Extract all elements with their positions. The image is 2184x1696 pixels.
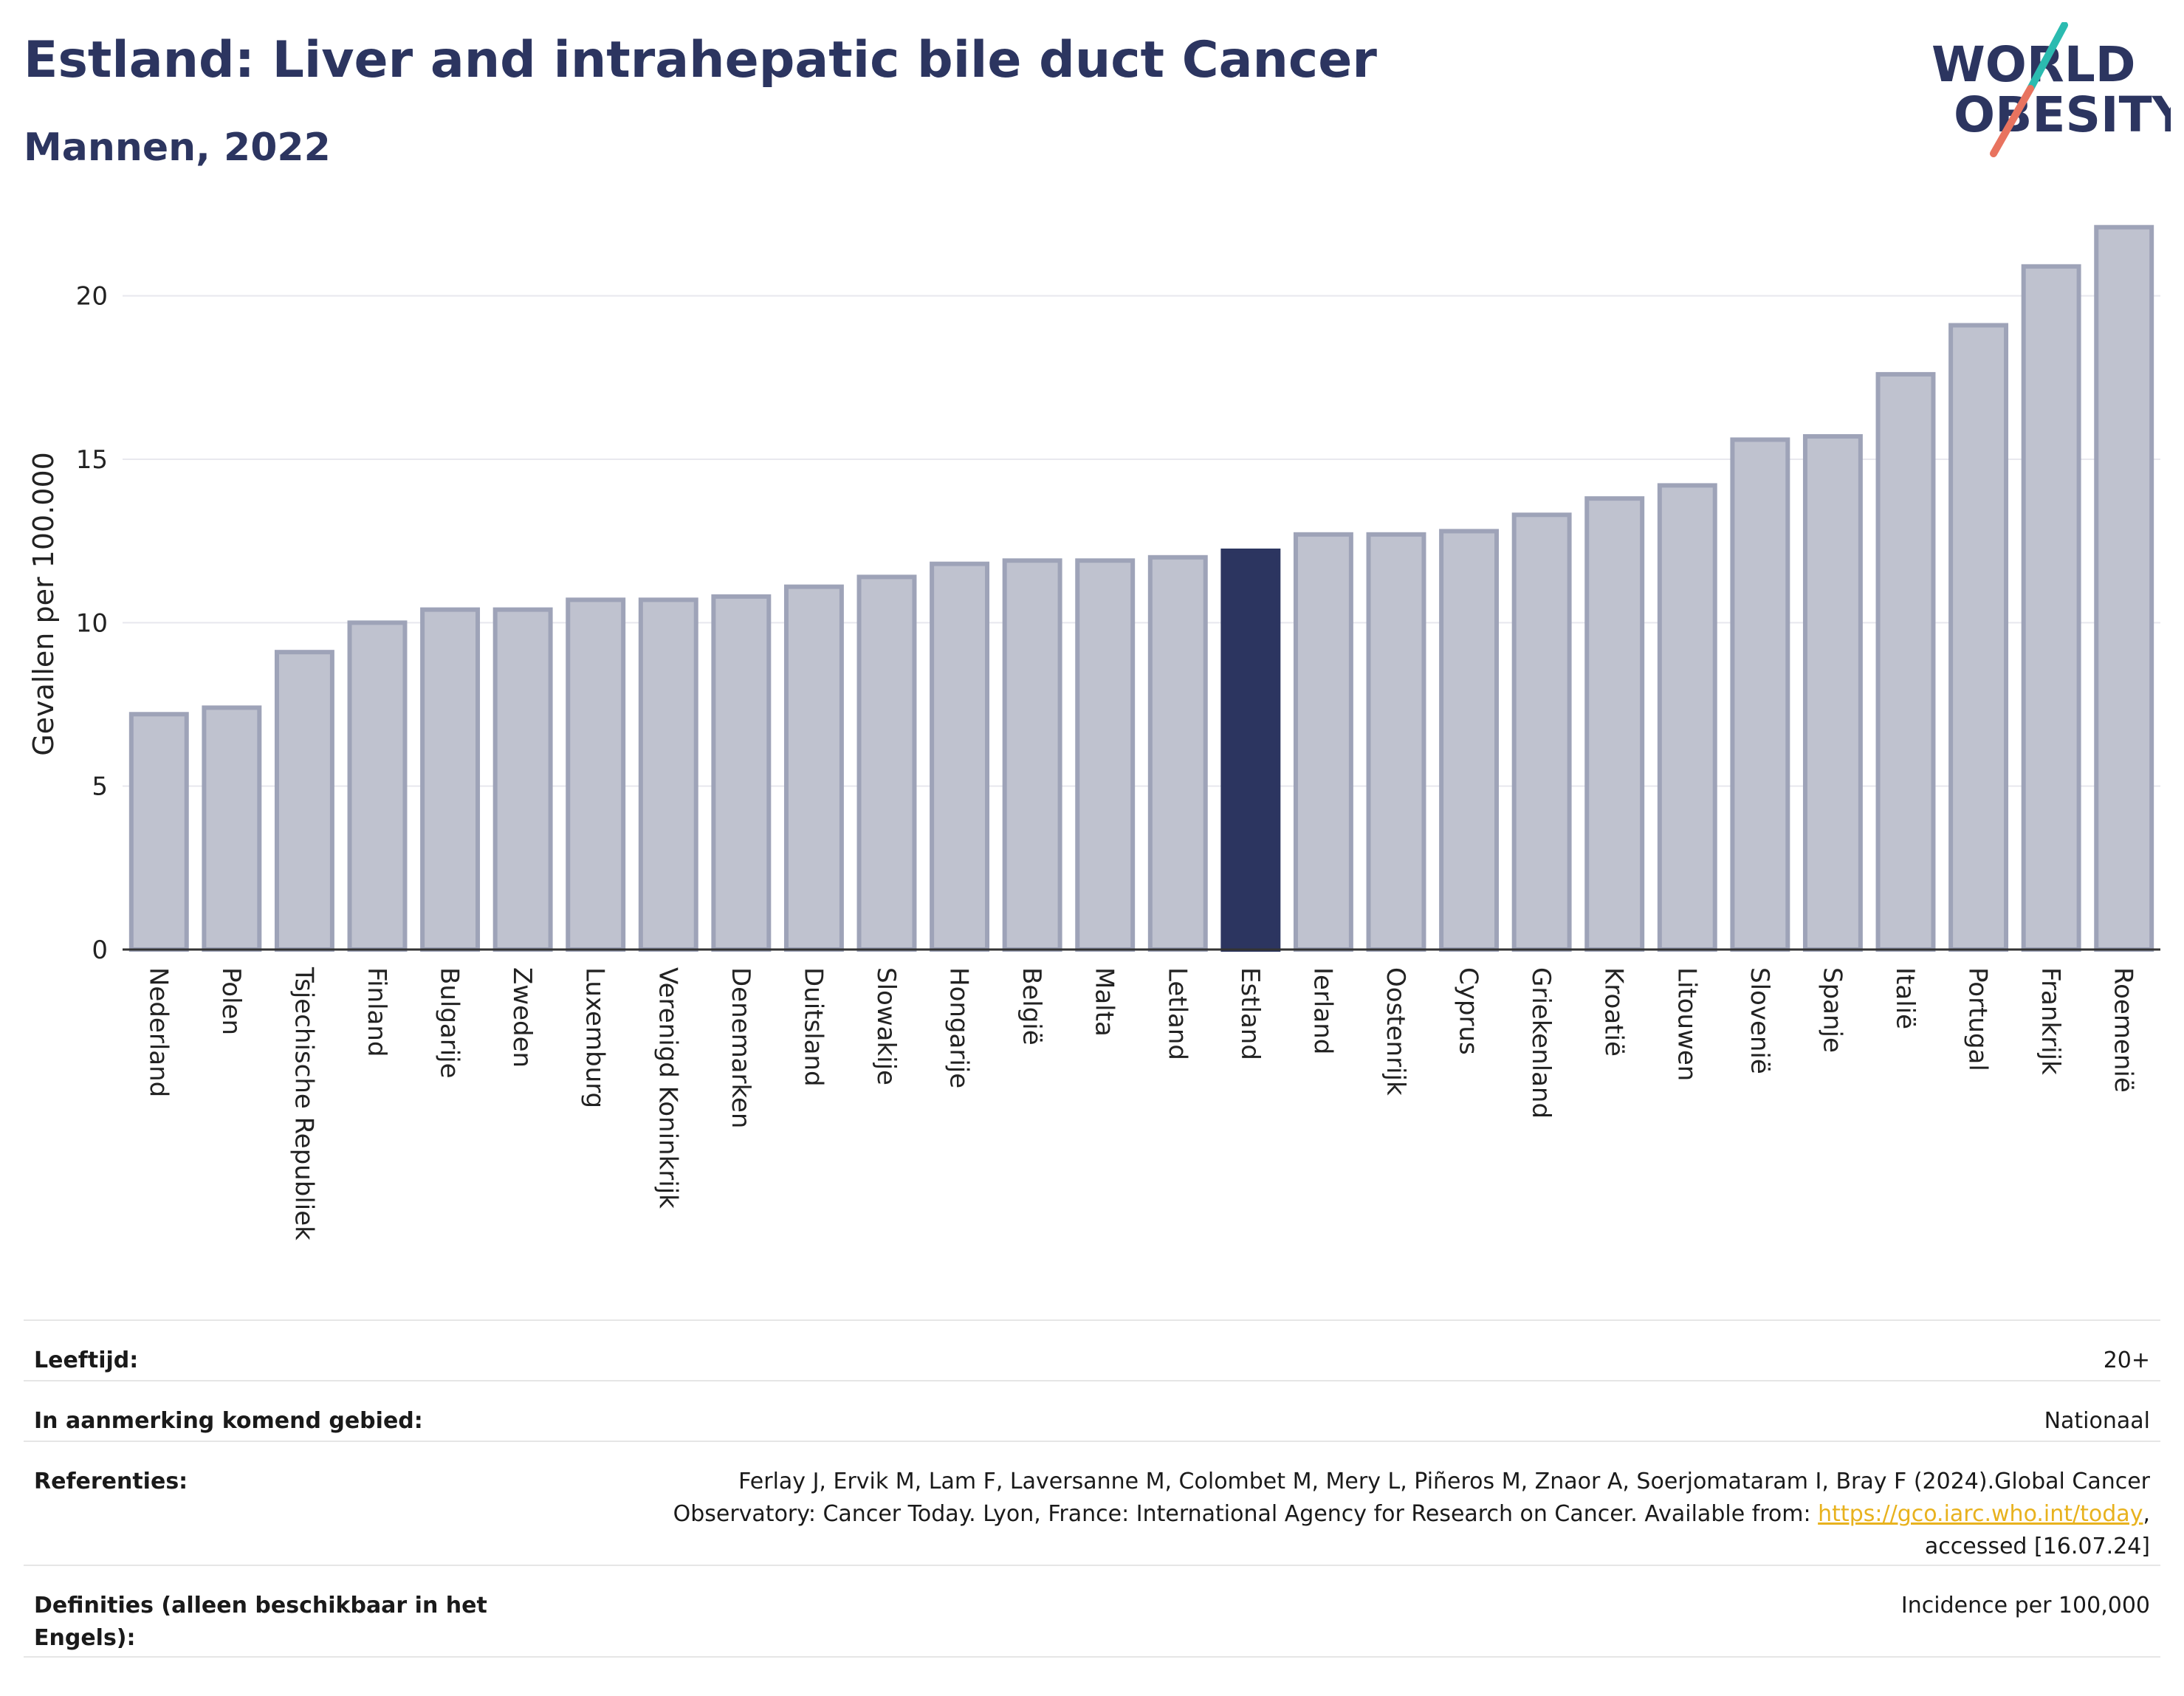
info-row-age: Leeftijd: 20+ bbox=[24, 1319, 2160, 1380]
logo-slash-coral bbox=[1990, 85, 2034, 157]
x-tick-label: Zweden bbox=[507, 967, 537, 1068]
bar-spanje bbox=[1802, 434, 1863, 952]
info-row-area: In aanmerking komend gebied: Nationaal bbox=[24, 1380, 2160, 1441]
references-text-2: , accessed [16.07.24] bbox=[1924, 1501, 2150, 1559]
x-tick-label: Slovenië bbox=[1745, 967, 1774, 1074]
x-tick-label: Portugal bbox=[1963, 967, 1993, 1071]
bar-oostenrijk bbox=[1366, 532, 1426, 952]
age-value: 20+ bbox=[2103, 1347, 2150, 1373]
bar-slovenië bbox=[1730, 437, 1790, 952]
x-tick-label: Ierland bbox=[1308, 967, 1337, 1054]
area-value: Nationaal bbox=[2044, 1408, 2150, 1434]
bar-hongarije bbox=[930, 561, 990, 952]
x-tick-label: Duitsland bbox=[798, 967, 828, 1087]
bar-ierland bbox=[1293, 532, 1353, 952]
bar-kroatië bbox=[1584, 496, 1645, 952]
bar-tsjechische-republiek bbox=[274, 650, 334, 952]
y-axis-label: Gevallen per 100.000 bbox=[27, 452, 60, 756]
age-label: Leeftijd: bbox=[34, 1347, 139, 1373]
info-row-definitions: Definities (alleen beschikbaar in het En… bbox=[24, 1565, 2160, 1658]
bar-italië bbox=[1875, 371, 1936, 952]
chart-title: Estland: Liver and intrahepatic bile duc… bbox=[24, 31, 1377, 89]
bar-letland bbox=[1147, 555, 1208, 952]
bar-malta bbox=[1075, 558, 1136, 952]
x-tick-label: Verenigd Koninkrijk bbox=[653, 967, 682, 1209]
x-tick-label: België bbox=[1017, 967, 1046, 1046]
x-tick-label: Cyprus bbox=[1454, 967, 1483, 1055]
area-label: In aanmerking komend gebied: bbox=[34, 1408, 423, 1434]
info-row-references: Referenties: Ferlay J, Ervik M, Lam F, L… bbox=[24, 1441, 2160, 1565]
bar-bulgarije bbox=[420, 607, 481, 952]
bar-belgië bbox=[1002, 558, 1062, 952]
definitions-value: Incidence per 100,000 bbox=[1900, 1593, 2150, 1618]
x-tick-label: Bulgarije bbox=[435, 967, 464, 1079]
x-tick-label: Slowakije bbox=[871, 967, 901, 1085]
x-tick-label: Griekenland bbox=[1526, 967, 1556, 1119]
x-tick-label: Finland bbox=[362, 967, 391, 1057]
bar-finland bbox=[347, 620, 408, 952]
y-tick-label: 10 bbox=[76, 608, 108, 638]
x-tick-label: Polen bbox=[216, 967, 246, 1035]
y-tick-label: 15 bbox=[76, 445, 108, 475]
x-tick-label: Malta bbox=[1090, 967, 1119, 1037]
bar-polen bbox=[202, 705, 262, 952]
x-tick-label: Frankrijk bbox=[2036, 967, 2065, 1075]
x-tick-label: Denemarken bbox=[726, 967, 755, 1128]
x-tick-label: Kroatië bbox=[1599, 967, 1629, 1057]
x-tick-label: Hongarije bbox=[944, 967, 974, 1088]
x-tick-label: Tsjechische Republiek bbox=[289, 967, 318, 1240]
bar-griekenland bbox=[1511, 512, 1572, 952]
bar-duitsland bbox=[783, 584, 844, 952]
bar-slowakije bbox=[856, 574, 917, 952]
x-tick-label: Roemenië bbox=[2109, 967, 2138, 1093]
logo-slash-teal bbox=[2027, 22, 2068, 92]
references-label: Referenties: bbox=[34, 1469, 188, 1494]
y-tick-label: 0 bbox=[92, 935, 108, 965]
chart-subtitle: Mannen, 2022 bbox=[24, 126, 331, 170]
info-table: Leeftijd: 20+ In aanmerking komend gebie… bbox=[24, 1319, 2160, 1658]
x-tick-label: Estland bbox=[1235, 967, 1265, 1060]
logo-line2: OBESITY bbox=[1954, 86, 2171, 143]
x-tick-label: Spanje bbox=[1817, 967, 1847, 1053]
x-tick-label: Letland bbox=[1162, 967, 1192, 1060]
bar-nederland bbox=[128, 712, 189, 952]
bar-zweden bbox=[492, 607, 553, 952]
references-link[interactable]: https://gco.iarc.who.int/today bbox=[1818, 1501, 2143, 1527]
x-tick-label: Luxemburg bbox=[580, 967, 610, 1108]
x-tick-label: Italië bbox=[1890, 967, 1920, 1029]
bar-verenigd-koninkrijk bbox=[638, 597, 698, 952]
bar-roemenië bbox=[2094, 224, 2154, 952]
definitions-label: Definities (alleen beschikbaar in het En… bbox=[34, 1593, 487, 1651]
bar-cyprus bbox=[1439, 529, 1500, 952]
x-tick-label: Nederland bbox=[143, 967, 173, 1097]
world-obesity-logo: WORLD OBESITY bbox=[1931, 22, 2171, 157]
bar-luxemburg bbox=[566, 597, 626, 952]
bar-chart: 0 5 10 15 20 Gevallen per 100.000 Nederland Pol… bbox=[27, 224, 2160, 1240]
bar-litouwen bbox=[1657, 483, 1717, 952]
y-tick-label: 5 bbox=[92, 772, 108, 802]
bar-estland bbox=[1220, 548, 1281, 952]
references-text-1: Ferlay J, Ervik M, Lam F, Laversanne M, … bbox=[673, 1469, 2150, 1527]
bar-denemarken bbox=[711, 594, 772, 952]
x-tick-label: Litouwen bbox=[1672, 967, 1701, 1081]
bar-portugal bbox=[1948, 323, 2009, 952]
references-value: Ferlay J, Ervik M, Lam F, Laversanne M, … bbox=[600, 1466, 2150, 1565]
y-tick-label: 20 bbox=[76, 282, 108, 312]
bar-frankrijk bbox=[2021, 264, 2081, 952]
x-tick-label: Oostenrijk bbox=[1381, 967, 1410, 1096]
